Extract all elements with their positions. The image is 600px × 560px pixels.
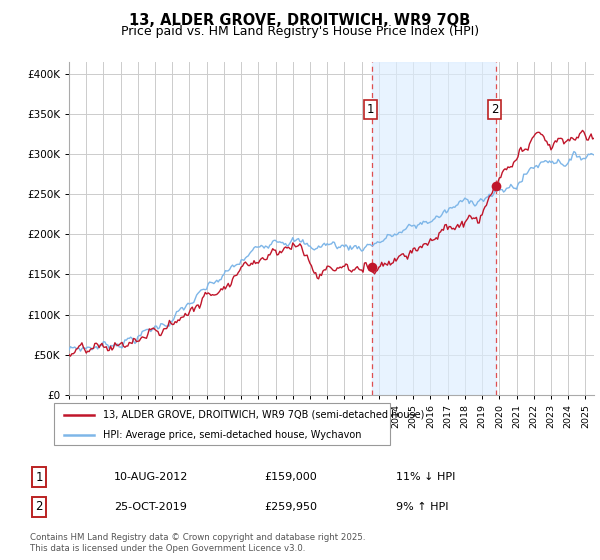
Text: 11% ↓ HPI: 11% ↓ HPI — [396, 472, 455, 482]
Text: HPI: Average price, semi-detached house, Wychavon: HPI: Average price, semi-detached house,… — [103, 430, 361, 440]
Text: 10-AUG-2012: 10-AUG-2012 — [114, 472, 188, 482]
Text: 9% ↑ HPI: 9% ↑ HPI — [396, 502, 449, 512]
Text: 1: 1 — [35, 470, 43, 484]
Text: Contains HM Land Registry data © Crown copyright and database right 2025.
This d: Contains HM Land Registry data © Crown c… — [30, 534, 365, 553]
Text: Price paid vs. HM Land Registry's House Price Index (HPI): Price paid vs. HM Land Registry's House … — [121, 25, 479, 38]
Text: 2: 2 — [491, 103, 498, 116]
Text: 2: 2 — [35, 500, 43, 514]
Text: 13, ALDER GROVE, DROITWICH, WR9 7QB: 13, ALDER GROVE, DROITWICH, WR9 7QB — [130, 13, 470, 28]
Text: 1: 1 — [367, 103, 374, 116]
Bar — [372, 62, 496, 395]
Text: 25-OCT-2019: 25-OCT-2019 — [114, 502, 187, 512]
Text: £259,950: £259,950 — [264, 502, 317, 512]
Text: 13, ALDER GROVE, DROITWICH, WR9 7QB (semi-detached house): 13, ALDER GROVE, DROITWICH, WR9 7QB (sem… — [103, 410, 424, 420]
Text: £159,000: £159,000 — [264, 472, 317, 482]
FancyBboxPatch shape — [54, 403, 390, 445]
